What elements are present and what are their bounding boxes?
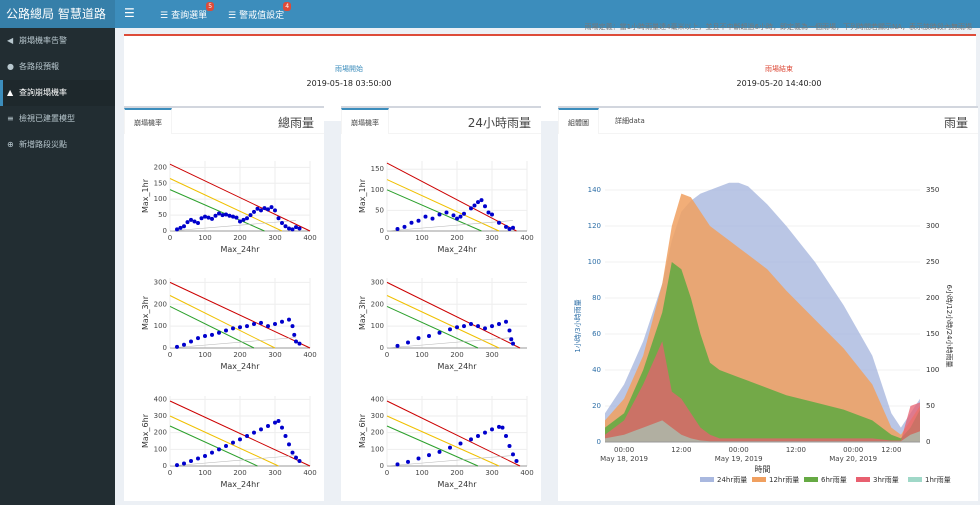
- y2-tick-label: 250: [926, 258, 939, 266]
- main-content: 雨場定義：當1小時雨量達4毫米以上，並且不中斷超過6小時，即定義為一個雨場，下列…: [115, 23, 980, 505]
- sidebar-item-query[interactable]: ▲ 查詢崩塌機率: [0, 80, 115, 106]
- query-badge: 5: [206, 2, 215, 11]
- x-tick-label: May 20, 2019: [829, 455, 877, 463]
- panel-title: 24小時雨量: [467, 116, 531, 130]
- area-series: [605, 341, 920, 442]
- tab-probability[interactable]: 崩塌機率: [124, 108, 172, 134]
- legend-swatch: [804, 477, 818, 482]
- alert-menu[interactable]: ☰ 警戒值設定 4: [228, 2, 292, 21]
- query-menu-label: 查詢選單: [171, 11, 208, 21]
- event-end-label: 雨場結束: [765, 65, 793, 73]
- sidebar-item-add[interactable]: ⊕ 新增路段災點: [0, 132, 115, 158]
- sidebar-item-label: 新增路段災點: [19, 140, 67, 149]
- x-tick-label: May 18, 2019: [600, 455, 648, 463]
- panel-tabs: 崩塌機率 24小時雨量: [341, 108, 541, 134]
- y2-tick-label: 200: [926, 294, 939, 302]
- y2-tick-label: 50: [926, 402, 935, 410]
- y2-tick-label: 150: [926, 330, 939, 338]
- x-tick-label: 12:00: [881, 446, 901, 454]
- x-tick-label: 12:00: [671, 446, 691, 454]
- alert-badge: 4: [283, 2, 292, 11]
- sliders-icon: ☰: [160, 11, 169, 21]
- y1-tick-label: 0: [597, 438, 601, 446]
- rain-definition: 雨場定義：當1小時雨量達4毫米以上，並且不中斷超過6小時，即定義為一個雨場，下列…: [584, 23, 972, 31]
- x-tick-label: 00:00: [614, 446, 634, 454]
- sidebar-item-label: 各路段預報: [19, 62, 59, 71]
- y1-tick-label: 60: [592, 330, 601, 338]
- sliders-icon: ☰: [228, 11, 237, 21]
- legend-label: 24hr雨量: [717, 476, 747, 484]
- plus-circle-icon: ⊕: [7, 140, 14, 149]
- bullhorn-icon: ◀: [7, 36, 14, 45]
- circle-icon: ●: [7, 62, 14, 71]
- tab-detail-data[interactable]: 詳細data: [615, 117, 645, 125]
- query-menu[interactable]: ☰ 查詢選單 5: [160, 2, 215, 21]
- x-axis-label: 時間: [755, 465, 771, 474]
- legend-label: 12hr雨量: [769, 476, 799, 484]
- sidebar-item-label: 檢視已建置模型: [19, 114, 75, 123]
- x-tick-label: 12:00: [786, 446, 806, 454]
- sidebar-item-forecast[interactable]: ● 各路段預報: [0, 54, 115, 80]
- event-start-label: 雨場開始: [335, 65, 363, 73]
- y2-tick-label: 350: [926, 186, 939, 194]
- legend-swatch: [856, 477, 870, 482]
- legend-swatch: [752, 477, 766, 482]
- y2-tick-label: 300: [926, 222, 939, 230]
- y1-tick-label: 40: [592, 366, 601, 374]
- warning-icon: ▲: [7, 88, 14, 97]
- sidebar: ◀ 崩塌機率告警 ● 各路段預報 ▲ 查詢崩塌機率 ≡ 檢視已建置模型 ⊕ 新增路段災點: [0, 28, 115, 505]
- y1-tick-label: 80: [592, 294, 601, 302]
- database-icon: ≡: [7, 114, 14, 123]
- x-tick-label: May 19, 2019: [715, 455, 763, 463]
- tab-histogram[interactable]: 組體圖: [558, 108, 599, 134]
- legend-label: 6hr雨量: [821, 476, 847, 484]
- panel-tabs: 組體圖 詳細data 雨量: [558, 108, 978, 134]
- y2-tick-label: 0: [926, 438, 930, 446]
- legend-label: 3hr雨量: [873, 476, 899, 484]
- event-start-value: 2019-05-18 03:50:00: [306, 79, 392, 88]
- panel-title: 雨量: [943, 116, 968, 130]
- panel-title: 總雨量: [277, 116, 314, 130]
- y1-tick-label: 100: [588, 258, 601, 266]
- tab-probability[interactable]: 崩塌機率: [341, 108, 389, 134]
- area-series: [605, 420, 920, 442]
- x-tick-label: 00:00: [843, 446, 863, 454]
- event-end-value: 2019-05-20 14:40:00: [736, 79, 822, 88]
- area-series: [605, 262, 920, 442]
- top-navbar: 公路總局 智慧道路 ☰ ☰ 查詢選單 5 ☰ 警戒值設定 4: [0, 0, 980, 28]
- y1-axis-label: 1小時/3小時雨量: [573, 299, 582, 352]
- y1-tick-label: 120: [588, 222, 601, 230]
- y2-tick-label: 100: [926, 366, 939, 374]
- event-end: 雨場結束 2019-05-20 14:40:00: [669, 64, 889, 88]
- y2-axis-label: 6小時/12小時/24小時雨量: [945, 285, 954, 368]
- event-start: 雨場開始 2019-05-18 03:50:00: [239, 64, 459, 88]
- y1-tick-label: 20: [592, 402, 601, 410]
- bars-icon[interactable]: ☰: [124, 6, 135, 20]
- sidebar-item-label: 查詢崩塌機率: [19, 88, 67, 97]
- legend-label: 1hr雨量: [925, 476, 951, 484]
- sidebar-item-alert[interactable]: ◀ 崩塌機率告警: [0, 28, 115, 54]
- x-tick-label: 00:00: [729, 446, 749, 454]
- legend-swatch: [700, 477, 714, 482]
- sidebar-item-label: 崩塌機率告警: [19, 36, 67, 45]
- alert-menu-label: 警戒值設定: [239, 11, 285, 21]
- rainfall-area-chart: 0 20 40 60 80 100 120 140 0 50 100 150 200 250 300 350 0…: [573, 182, 954, 484]
- panel-tabs: 崩塌機率 總雨量: [124, 108, 324, 134]
- app-brand[interactable]: 公路總局 智慧道路: [0, 0, 115, 28]
- legend-swatch: [908, 477, 922, 482]
- sidebar-item-models[interactable]: ≡ 檢視已建置模型: [0, 106, 115, 132]
- y1-tick-label: 140: [588, 186, 601, 194]
